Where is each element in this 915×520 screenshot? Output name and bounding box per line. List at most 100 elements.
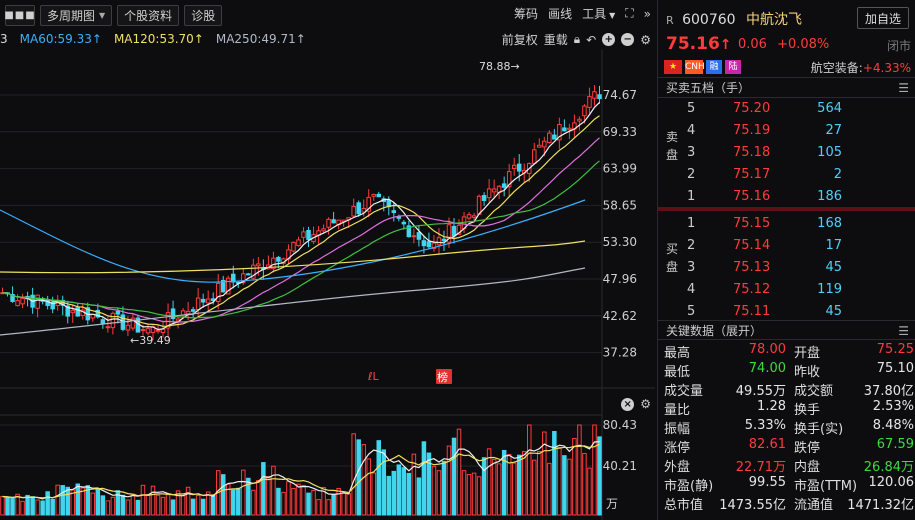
sell-level-row[interactable]: 5 75.20 564 [684, 98, 914, 120]
candle-body [351, 205, 356, 217]
volume-bar [105, 500, 111, 516]
volume-bar [341, 493, 346, 516]
candle-body [366, 196, 371, 212]
candle-body [371, 193, 376, 197]
sector-change[interactable]: 航空装备:+4.33% [810, 61, 911, 75]
multi-period-button[interactable]: 多周期图 ▼ [40, 4, 113, 26]
candle-body [65, 305, 70, 317]
stat-label: 流通值 [794, 498, 834, 513]
volume-bar [461, 470, 467, 516]
chart-area[interactable]: 74.67 69.33 63.99 58.65 53.30 47.96 42.62 37.28… [0, 0, 655, 520]
zoom-out-icon[interactable]: − [621, 33, 635, 46]
volume-bar [10, 498, 15, 516]
candle-body [532, 149, 537, 164]
add-watchlist-button[interactable]: 加自选 [857, 7, 909, 29]
sell-level-row[interactable]: 4 75.19 27 [684, 120, 914, 142]
adjust-mode-button[interactable]: 前复权 [501, 33, 538, 47]
sell-level-row[interactable]: 1 75.16 186 [684, 186, 914, 208]
volume-bar [241, 469, 246, 516]
candle-body [406, 225, 412, 238]
volume-bar [30, 496, 35, 516]
price-change: 0.06 [738, 37, 767, 52]
volume-bar [246, 477, 251, 516]
candle-body [95, 309, 101, 318]
collapse-right-icon[interactable]: » [643, 6, 651, 21]
undo-icon[interactable]: ↶ [586, 32, 597, 47]
buy-level-row[interactable]: 5 75.11 45 [684, 301, 914, 323]
sell-level-row[interactable]: 3 75.18 105 [684, 142, 914, 164]
level-volume: 45 [825, 260, 842, 275]
volume-bar [456, 428, 462, 516]
volume-bar [251, 489, 256, 516]
diagnose-button[interactable]: 诊股 [184, 4, 223, 26]
candle-body [326, 218, 331, 228]
candle-body [416, 232, 422, 240]
chart-controls: 前复权 重载 🔒︎ ↶ + − ⚙ [502, 31, 651, 48]
candle-body [542, 140, 547, 148]
key-data-header[interactable]: 关键数据（展开） ☰ [658, 320, 915, 340]
zoom-in-icon[interactable]: + [602, 33, 616, 46]
buy-level-row[interactable]: 2 75.14 17 [684, 235, 914, 257]
candle-body [431, 242, 437, 249]
kline-chart[interactable]: 74.67 69.33 63.99 58.65 53.30 47.96 42.62 37.28… [0, 0, 655, 520]
order-book-header[interactable]: 买卖五档（手） ☰ [658, 78, 915, 98]
volume-bar [25, 494, 30, 516]
volume-bar [466, 473, 472, 516]
chips-button[interactable]: 筹码 [514, 7, 539, 21]
tools-menu[interactable]: 工具 ▼ [582, 7, 616, 21]
candle-body [200, 298, 206, 303]
menu-icon[interactable]: ☰ [898, 324, 909, 338]
candle-body [165, 312, 171, 329]
volume-bar [567, 458, 572, 516]
candle-body [105, 326, 111, 329]
volume-bar [140, 484, 146, 516]
stat-value: 2.53% [872, 399, 914, 414]
candle-body [115, 310, 121, 315]
close-icon[interactable]: × [621, 397, 635, 411]
candle-body [486, 188, 492, 199]
china-flag-icon: ★ [664, 60, 682, 74]
candle-body [306, 229, 311, 240]
buy-level-row[interactable]: 1 75.15 168 [684, 213, 914, 235]
candle-body [567, 127, 572, 131]
buy-level-row[interactable]: 4 75.12 119 [684, 279, 914, 301]
low-marker: ←39.49 [130, 334, 171, 347]
candle-body [552, 134, 557, 140]
candle-body [592, 91, 597, 99]
cnh-badge[interactable]: CNH [685, 60, 705, 74]
draw-line-button[interactable]: 画线 [548, 7, 573, 21]
reload-button[interactable]: 重载 [543, 33, 568, 47]
candle-body [190, 309, 196, 312]
settings-gear-icon[interactable]: ⚙ [640, 397, 651, 411]
fullscreen-icon[interactable]: ⛶ [625, 6, 634, 20]
volume-bar [336, 487, 341, 516]
volume-bar [532, 459, 537, 516]
stock-profile-button[interactable]: 个股资料 [117, 4, 180, 26]
stat-value: 82.61 [748, 437, 786, 452]
volume-bar [271, 465, 276, 516]
candle-body [401, 221, 407, 225]
sell-level-row[interactable]: 2 75.17 2 [684, 164, 914, 186]
stat-value: 75.25 [876, 342, 914, 357]
margin-badge[interactable]: 融 [706, 60, 722, 74]
volume-bar [401, 467, 407, 516]
northbound-badge[interactable]: 陆 [725, 60, 741, 74]
level-number: 4 [687, 282, 696, 297]
buy-level-row[interactable]: 3 75.13 45 [684, 257, 914, 279]
sell-side-label: 卖盘 [665, 130, 678, 162]
candle-body [301, 231, 306, 238]
stat-value: 22.71万 [735, 460, 786, 475]
key-data-row: 市盈(静) 99.55 市盈(TTM) 120.06 [658, 473, 915, 494]
volume-bar [496, 463, 502, 516]
candle-body [562, 127, 567, 132]
lock-icon[interactable]: 🔒︎ [573, 32, 581, 46]
more-button[interactable]: ■■■ [4, 4, 35, 26]
volume-bar [95, 488, 101, 516]
settings-gear-icon[interactable]: ⚙ [640, 32, 651, 47]
volume-bar [226, 483, 231, 516]
menu-icon[interactable]: ☰ [898, 81, 909, 95]
volume-bar [276, 487, 281, 516]
stock-name: 中航沈飞 [746, 12, 803, 28]
level-number: 4 [687, 123, 696, 138]
key-data-row: 外盘 22.71万 内盘 26.84万 [658, 454, 915, 475]
